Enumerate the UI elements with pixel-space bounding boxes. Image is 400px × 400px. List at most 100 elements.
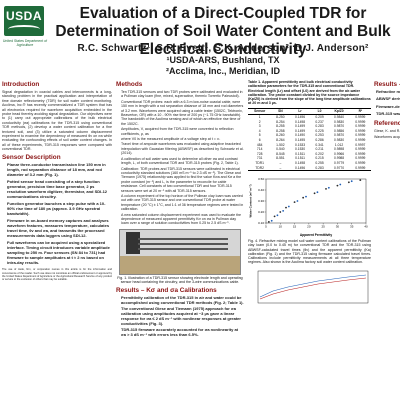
poster-title: Evaluation of a Direct-Coupled TDR for D… [55, 5, 391, 58]
table-cell: 0.9999 [355, 156, 366, 161]
table-cell: 3 [258, 124, 261, 129]
table-header-cell: Lr [289, 107, 311, 115]
table-cell: 0.9779 [334, 161, 345, 166]
table-row: 714 0-540 0.1530 0.211 0.9898 0.9999 [248, 147, 371, 152]
results-evaluation-heading: Results – Evalua [374, 81, 400, 88]
y-axis-label: Water Content (m³ m⁻³) [249, 184, 253, 217]
table-cell: 0.9830 [334, 119, 345, 124]
table-cell: 2 [258, 119, 261, 124]
introduction-text: Signal degradation in coaxial cables and… [2, 90, 112, 152]
x-tick-label: 20 [307, 224, 311, 228]
table-cell: 0.283 [315, 124, 324, 129]
table-cell: 0.9988 [334, 156, 345, 161]
table-cell: 8-545 [276, 151, 285, 156]
table-cell: 0.9999 [355, 124, 366, 129]
data-point [293, 201, 296, 203]
table-cell: 0.202 [315, 151, 324, 156]
table-cell: 0.211 [315, 147, 324, 152]
results-evaluation-item: TDR-315 waveforms proportion of high fr … [376, 111, 400, 117]
table-header-cell: SN [271, 107, 290, 115]
table-header-row: Sensor SN Lr L0 Kp/Z0 R² [248, 107, 371, 115]
temperature-plot [257, 270, 369, 303]
data-point [347, 181, 350, 184]
table-row: 728 8-545 0.1511 0.202 0.9966 0.9999 [248, 152, 371, 157]
y-tick-label: 0.10 [258, 221, 264, 225]
table-cell: 0.9870 [334, 133, 345, 138]
usda-logo: USDA [4, 6, 44, 36]
illustration-sensor-head [126, 231, 140, 254]
data-point [273, 215, 276, 218]
methods-item: Travel time of ampoule waveforms was eva… [121, 142, 244, 155]
table-cell: 0.1496 [289, 165, 311, 171]
table-cell: 8-255 [276, 124, 285, 129]
illustration-rod [138, 242, 228, 245]
results-item: Permittivity calibration of the TDR-315 … [121, 295, 244, 306]
table-cell: 0.1490 [295, 133, 306, 138]
references-heading: References [374, 119, 400, 127]
results-evaluation-item: Firmware-derived Ka exhibited a slight s… [376, 104, 400, 110]
table-cell: 1.012 [334, 142, 344, 147]
data-point [282, 209, 285, 212]
table-cell: 0.1511 [295, 151, 305, 156]
usda-logo-text: USDA [5, 9, 42, 23]
table-cell: 0.9997 [355, 142, 366, 147]
table-header-cell: Kp/Z0 [328, 107, 350, 115]
x-tick-label: 10 [279, 224, 283, 228]
sensor-description-heading: Sensor Description [2, 153, 61, 161]
data-point [302, 196, 305, 199]
column-results-evaluation: Results – Evalua Refractive mixing calib… [374, 80, 400, 400]
table-cell: 0.9870 [334, 124, 345, 129]
affiliation-usda: ¹USDA-ARS, Bushland, TX [166, 55, 280, 65]
introduction-heading: Introduction [2, 81, 40, 88]
x-tick-label: 25 [321, 224, 325, 228]
table-cell: 0.1530 [295, 147, 306, 152]
methods-item: Conventional TDR probes: each with a 6.3… [121, 100, 244, 126]
table-cell: 0-540 [276, 147, 285, 152]
sensor-description-list: Planar three-conductor transmission line… [2, 162, 112, 266]
methods-item: Amplitudes, V, acquired from the TDR-315… [121, 127, 244, 136]
table-cell: 0.225 [315, 128, 324, 133]
results-evaluation-item: ABWSF derived Ka insensitive to σa up to… [376, 97, 400, 102]
data-point [339, 183, 342, 186]
table-header-cell: R² [349, 107, 371, 115]
calibration-table: Sensor SN Lr L0 Kp/Z0 R² 1 8-250 0.1496 0.209 0.9… [248, 107, 371, 171]
table-header-cell: L0 [310, 107, 329, 115]
acknowledgement-text: Waveforms acquired with the TDR-315 and … [374, 135, 400, 140]
results-evaluation-item: Refractive mixing calibrations for the P… [376, 89, 400, 95]
methods-item: where V0 is the measured amplitude of a … [121, 137, 244, 141]
table-cell: 0.9999 [355, 161, 366, 166]
table-cell: 0.9999 [355, 115, 366, 120]
methods-item: Ten TDR-315 sensors and two TDR probes w… [121, 90, 244, 99]
table-cell: – [279, 161, 282, 166]
table-cell: 8-254 [276, 119, 285, 124]
results-item: The conventional Giese and Tiemann (1975… [121, 306, 244, 327]
results-item: TDR-315 firmware accurately accounted fo… [121, 327, 244, 338]
table-cell: 0.9999 [355, 133, 366, 138]
methods-item: A new saturated column displacement expe… [121, 213, 244, 226]
x-tick-label: 5 [265, 224, 267, 228]
table-cell: 8-250 [276, 115, 285, 120]
table-cell: TDR2 [248, 165, 272, 171]
table-cell: 0.341 [315, 142, 324, 147]
table-cell: 0.9999 [355, 151, 366, 156]
table-cell: 8-260 [276, 133, 285, 138]
illustration-rod [138, 247, 228, 250]
x-tick-label: 30 [336, 224, 340, 228]
table-row: 2 8-254 0.1498 0.237 0.9830 0.9999 [248, 119, 371, 124]
results-ka-sigma-heading: Results – Kσ and σa Calibrations [116, 287, 217, 295]
table-cell: 0.1511 [295, 156, 305, 161]
table-cell: 0.215 [315, 156, 324, 161]
table-row: 6 8-264 0.1495 0.286 0.9830 0.9999 [248, 138, 371, 143]
illustration-rod [138, 237, 228, 240]
table-cell: – [271, 165, 290, 171]
data-point [327, 186, 330, 189]
data-point [276, 214, 279, 217]
table-cell: 0.209 [315, 115, 324, 120]
table-cell: 4 [258, 128, 261, 133]
references-text: Giese, K. and R. Tiemann. 1975. Determin… [374, 128, 400, 133]
table-cell: 728 [256, 151, 263, 156]
sensor-description-item: Potted sensor head consisting of a step … [7, 179, 112, 200]
water-content-calibration-plot: 5 10 15 20 25 30 35 40 0.10 0.20 0.30 0.40 0.50 Appar… [249, 177, 368, 237]
table-cell: 0.9856 [334, 128, 345, 133]
temperature-series-line [259, 277, 367, 299]
